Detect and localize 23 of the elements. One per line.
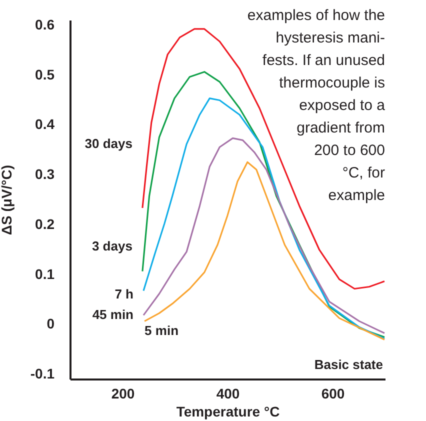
y-axis-title: ΔS (μV/°C) (0, 164, 14, 236)
text: examples of how the hysteresis mani- fests. If an unused thermocouple is exposed to a gradient from 200 to 600 °C, for example (247, 7, 385, 204)
x-tick-label: 200 (111, 386, 135, 402)
line-series (142, 28, 385, 290)
annotation: Basic state (314, 357, 383, 372)
series-label: 30 days (84, 136, 132, 151)
series-label: 3 days (92, 238, 132, 254)
line-series (142, 137, 385, 334)
x-tick-label: 600 (321, 386, 345, 402)
y-tick-label: -0.1 (30, 366, 55, 382)
y-tick-label: 0.1 (35, 266, 55, 282)
x-tick-label: 400 (216, 386, 240, 402)
x-axis-title: Temperature °C (176, 404, 280, 420)
y-tick-label: 0.4 (35, 116, 55, 132)
line-series (144, 161, 385, 340)
series-label: 45 min (92, 307, 134, 322)
series-label: 5 min (144, 323, 179, 338)
y-tick-label: 0.2 (35, 216, 55, 232)
series-label: 7 h (114, 286, 134, 302)
y-tick-label: 0.6 (35, 16, 55, 32)
y-tick-label: 0.3 (35, 166, 55, 182)
y-tick-label: 0 (46, 316, 55, 332)
y-tick-label: 0.5 (35, 66, 55, 82)
